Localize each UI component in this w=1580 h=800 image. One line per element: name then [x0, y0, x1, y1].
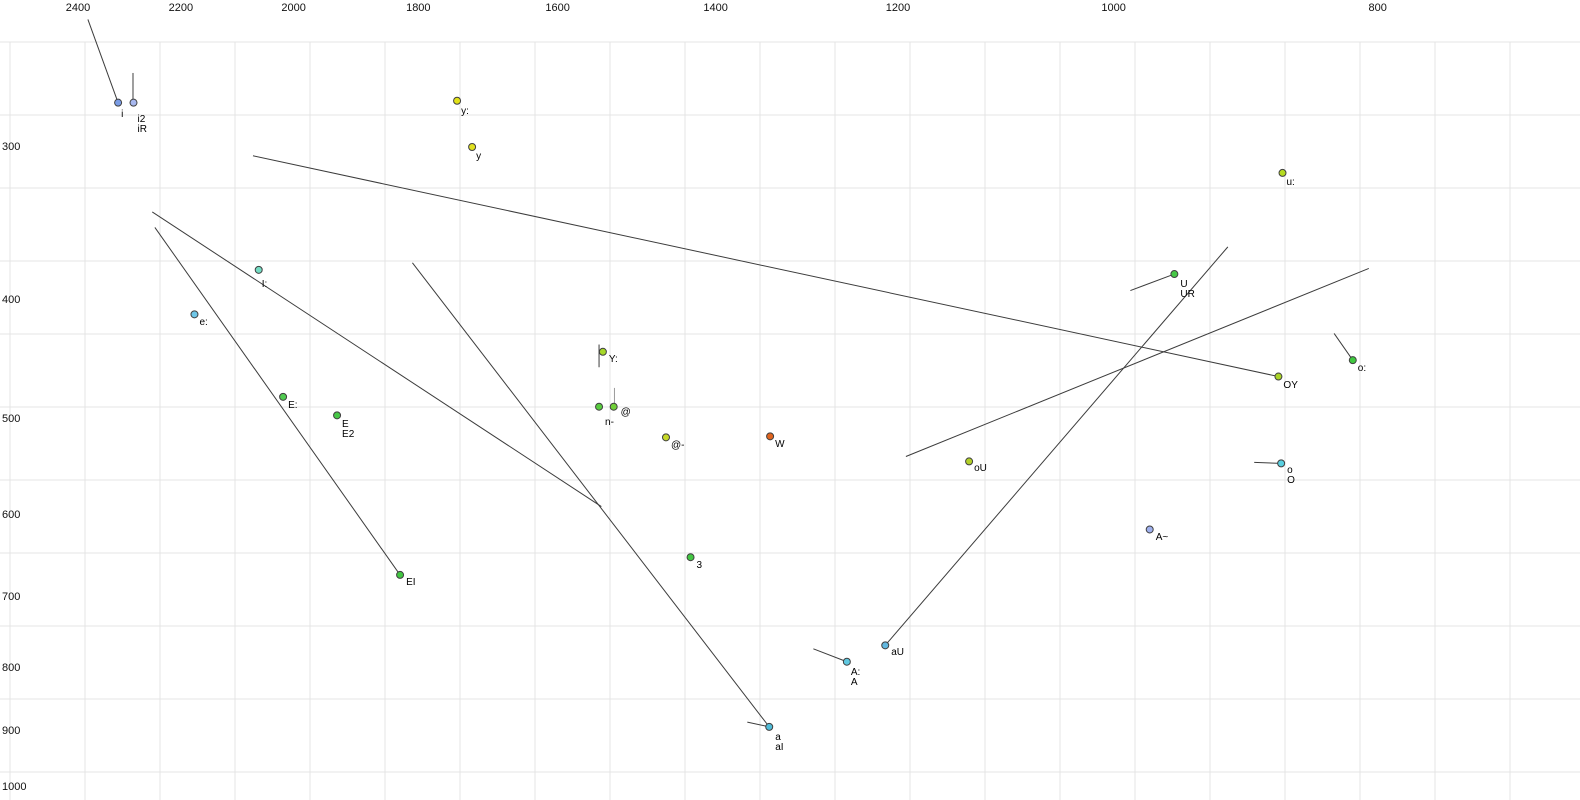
trajectory-ai [412, 262, 770, 728]
vowel-point-x[interactable] [661, 433, 670, 442]
trajectory-left-long [151, 211, 602, 507]
vowel-point-u[interactable] [1278, 168, 1287, 177]
vowel-point-y[interactable] [598, 347, 607, 356]
vowel-point-i[interactable] [254, 265, 263, 274]
vowel-point-x[interactable] [609, 402, 618, 411]
vowel-point-u[interactable] [1170, 270, 1179, 279]
trajectory-oy [252, 155, 1279, 378]
vowel-point-y[interactable] [453, 96, 462, 105]
trajectory-right-long [905, 267, 1370, 457]
vowel-point-o[interactable] [1277, 459, 1286, 468]
vowel-point-i[interactable] [114, 98, 123, 107]
vowel-point-e[interactable] [279, 392, 288, 401]
trajectory-ur [1130, 273, 1175, 292]
vowel-point-au[interactable] [881, 641, 890, 650]
vowel-point-e[interactable] [333, 411, 342, 420]
vowel-point-i2[interactable] [129, 98, 138, 107]
vowel-point-ou[interactable] [965, 457, 974, 466]
vowel-point-a[interactable] [1145, 525, 1154, 534]
vowel-point-w[interactable] [766, 432, 775, 441]
trajectory-o [1254, 461, 1282, 464]
vowel-point-ei[interactable] [396, 570, 405, 579]
trajectory-o-long [1333, 333, 1354, 361]
trajectory-i [87, 19, 119, 103]
vowel-point-n[interactable] [595, 402, 604, 411]
vowel-point-oy[interactable] [1274, 372, 1283, 381]
vowel-point-a[interactable] [765, 722, 774, 731]
vowel-point-e[interactable] [190, 310, 199, 319]
vowel-point-a[interactable] [842, 657, 851, 666]
trajectory-a-long [813, 648, 848, 663]
vowel-point-3[interactable] [686, 553, 695, 562]
vowel-point-o[interactable] [1348, 356, 1357, 365]
trajectory-au [884, 246, 1229, 646]
trajectory-ei [154, 227, 401, 576]
vowel-point-y[interactable] [468, 143, 477, 151]
